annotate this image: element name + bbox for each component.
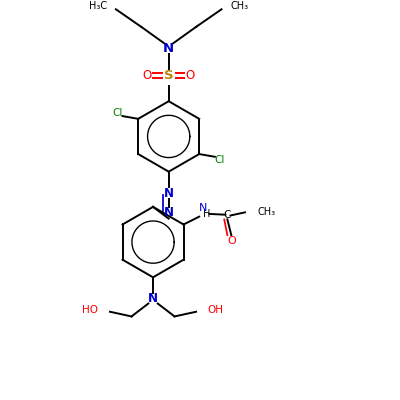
Text: OH: OH xyxy=(208,305,224,315)
Text: H₃C: H₃C xyxy=(89,1,107,11)
Text: S: S xyxy=(164,69,174,82)
Text: N: N xyxy=(199,203,207,213)
Text: Cl: Cl xyxy=(112,108,123,118)
Text: Cl: Cl xyxy=(215,155,225,165)
Text: HO: HO xyxy=(82,305,98,315)
Text: N: N xyxy=(148,292,158,305)
Text: N: N xyxy=(164,206,174,219)
Text: CH₃: CH₃ xyxy=(258,207,276,217)
Text: O: O xyxy=(186,69,195,82)
Text: CH₃: CH₃ xyxy=(230,1,248,11)
Text: N: N xyxy=(164,187,174,200)
Text: H: H xyxy=(202,208,210,218)
Text: N: N xyxy=(163,42,174,55)
Text: O: O xyxy=(227,236,236,246)
Text: O: O xyxy=(142,69,152,82)
Text: C: C xyxy=(224,210,231,220)
